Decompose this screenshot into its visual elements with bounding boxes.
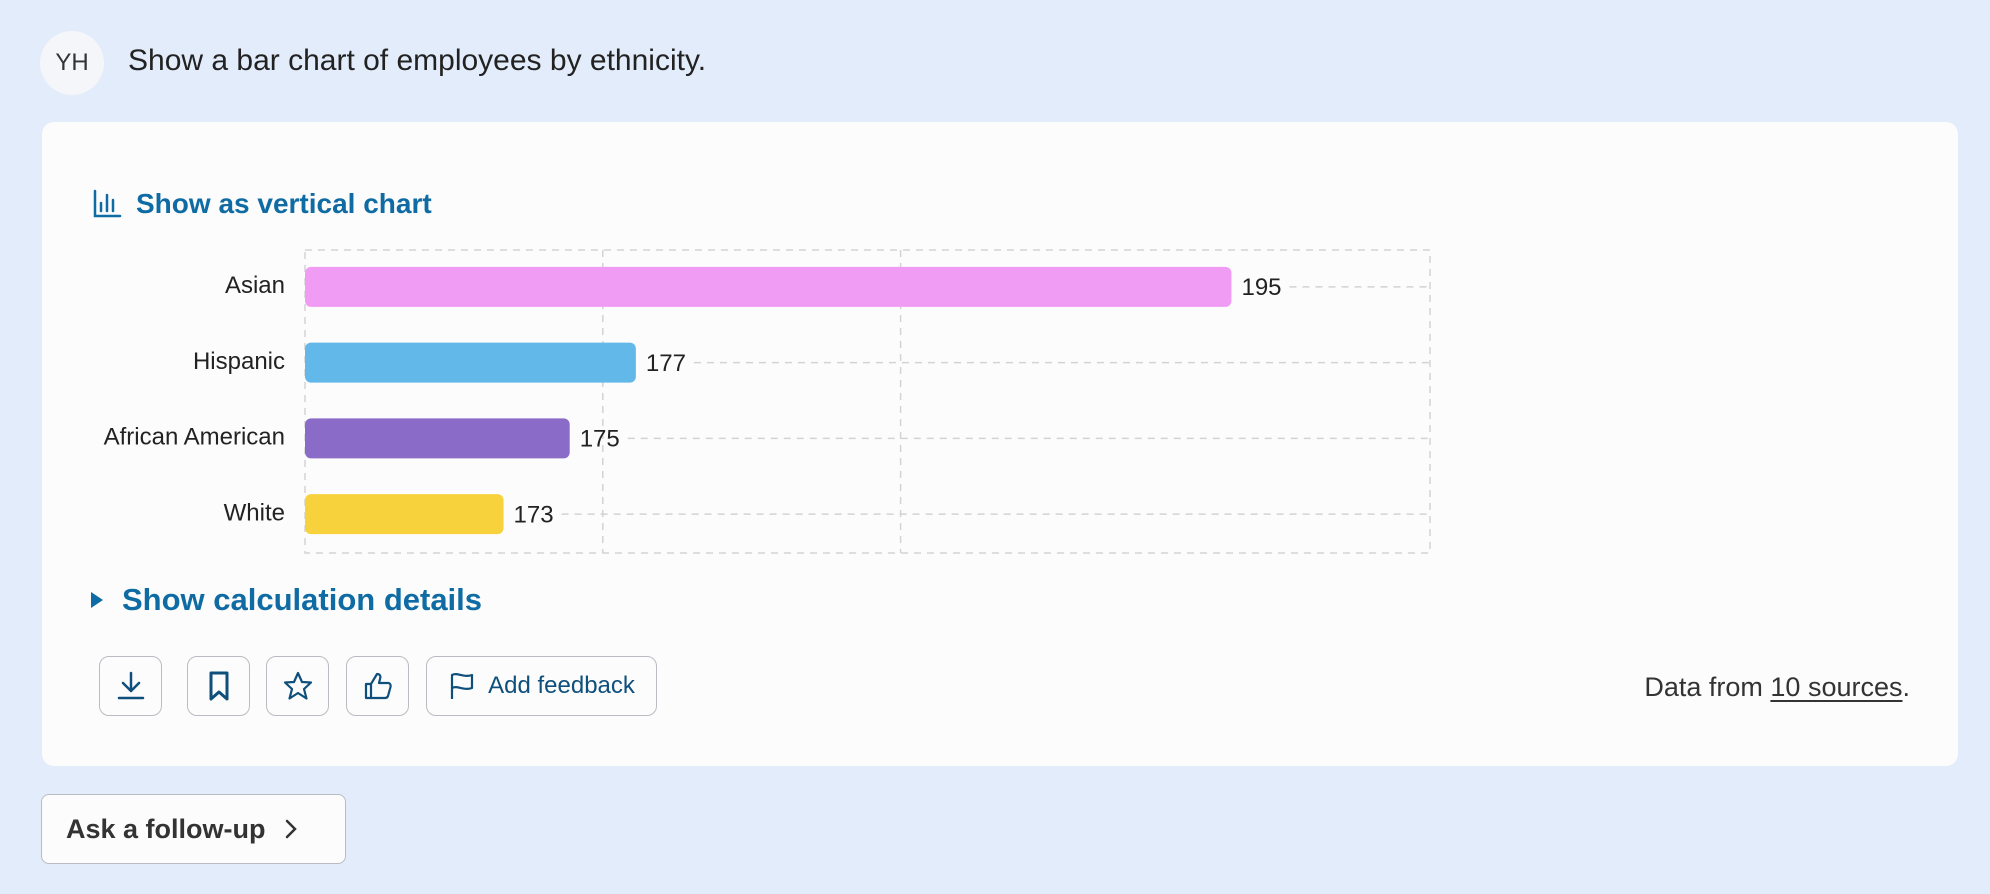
calculation-details[interactable]: Show calculation details [90,582,482,618]
sources-link[interactable]: 10 sources [1770,672,1903,702]
bookmark-button[interactable] [187,656,250,716]
avatar: YH [40,31,104,95]
star-button[interactable] [266,656,329,716]
download-icon [117,671,144,700]
download-button[interactable] [99,656,162,716]
chevron-icon [285,819,297,839]
sources-note: Data from 10 sources. [1644,672,1910,703]
thumb-icon [364,672,392,700]
follow-up-button[interactable]: Ask a follow-up [41,794,346,864]
calculation-details-label[interactable]: Show calculation details [122,582,483,617]
expand-icon [91,592,103,608]
chart-icon [93,189,122,218]
chart-toggle[interactable]: Show as vertical chart [92,188,432,220]
follow-up-label[interactable]: Ask a follow-up [66,813,266,844]
star-icon [283,671,312,700]
user-message: Show a bar chart of employees by ethnici… [128,44,707,77]
sources-suffix: . [1902,672,1910,702]
sources-prefix: Data from [1644,672,1763,702]
flag-icon [451,673,474,699]
feedback-button[interactable]: Add feedback [426,656,657,716]
like-button[interactable] [346,656,409,716]
feedback-label[interactable]: Add feedback [488,672,635,699]
bookmark-icon [209,671,228,701]
chart-toggle-label[interactable]: Show as vertical chart [136,188,432,219]
